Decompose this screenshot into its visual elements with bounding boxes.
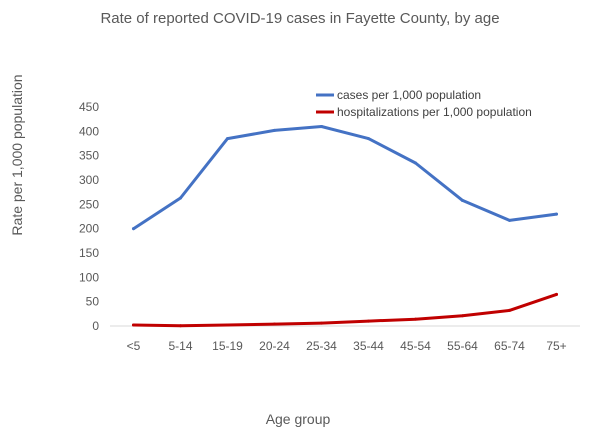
series-line-cases (132, 125, 558, 231)
data-point-cases (508, 218, 511, 222)
data-point-hospitalizations (320, 321, 323, 325)
y-tick-label: 0 (92, 319, 99, 333)
chart-title: Rate of reported COVID-19 cases in Fayet… (100, 10, 499, 27)
y-tick-label: 450 (79, 100, 99, 114)
x-tick-label: 5-14 (168, 339, 192, 353)
data-point-cases (226, 137, 229, 141)
x-tick-label: 35-44 (353, 339, 384, 353)
y-tick-label: 150 (79, 246, 99, 260)
y-tick-label: 300 (79, 173, 99, 187)
data-point-cases (273, 128, 276, 132)
x-axis-ticks: <5 5-14 15-19 20-24 25-34 35-44 45-54 55-64 65-7… (127, 339, 567, 353)
y-axis-title: Rate per 1,000 population (9, 74, 25, 235)
y-tick-label: 200 (79, 222, 99, 236)
x-tick-label: 20-24 (259, 339, 290, 353)
x-tick-label: 25-34 (306, 339, 337, 353)
data-point-hospitalizations (273, 322, 276, 326)
data-point-hospitalizations (367, 319, 370, 323)
data-point-cases (132, 227, 135, 231)
data-point-hospitalizations (461, 314, 464, 318)
x-tick-label: 55-64 (447, 339, 478, 353)
data-point-hospitalizations (226, 323, 229, 327)
y-axis-ticks: 0 50 100 150 200 250 300 350 400 450 (79, 100, 99, 333)
x-tick-label: 75+ (546, 339, 566, 353)
data-point-cases (414, 161, 417, 165)
y-tick-label: 50 (86, 295, 100, 309)
data-point-hospitalizations (508, 308, 511, 312)
data-point-cases (320, 124, 323, 128)
x-tick-label: <5 (127, 339, 141, 353)
x-axis-title: Age group (266, 411, 331, 427)
data-point-cases (367, 137, 370, 141)
data-point-cases (179, 196, 182, 200)
data-point-hospitalizations (555, 292, 558, 296)
y-tick-label: 250 (79, 197, 99, 211)
x-tick-label: 65-74 (494, 339, 525, 353)
data-point-hospitalizations (132, 323, 135, 327)
legend: cases per 1,000 population hospitalizati… (316, 88, 532, 119)
x-tick-label: 15-19 (212, 339, 243, 353)
x-tick-label: 45-54 (400, 339, 431, 353)
data-point-cases (555, 212, 558, 216)
y-tick-label: 350 (79, 149, 99, 163)
legend-label-cases: cases per 1,000 population (337, 88, 481, 102)
data-point-hospitalizations (414, 317, 417, 321)
legend-label-hospitalizations: hospitalizations per 1,000 population (337, 105, 532, 119)
series-line-hospitalizations (132, 292, 558, 328)
y-tick-label: 100 (79, 270, 99, 284)
series-lines (132, 124, 558, 328)
y-tick-label: 400 (79, 124, 99, 138)
data-point-cases (461, 198, 464, 202)
data-point-hospitalizations (179, 324, 182, 328)
